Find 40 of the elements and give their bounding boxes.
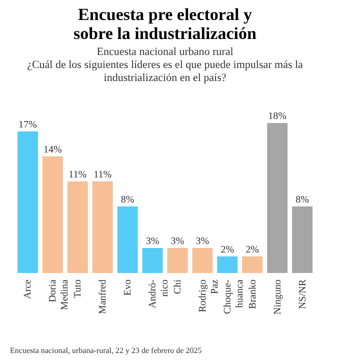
x-tick-label: Evo xyxy=(122,280,134,296)
bar xyxy=(117,206,138,273)
x-tick-label: Choque- huanca xyxy=(222,278,246,314)
data-label: 8% xyxy=(120,194,134,206)
bar xyxy=(242,256,263,273)
x-tick-label: NS/NR xyxy=(297,279,308,309)
chart-title: Encuesta pre electoral y sobre la industrialización xyxy=(74,5,257,43)
text: Encuesta nacional, urbana-rural, 22 y 23 de febrero de 2025 xyxy=(10,346,202,355)
data-label: 3% xyxy=(146,236,160,247)
data-label: 11% xyxy=(94,169,112,180)
bar xyxy=(217,256,238,273)
x-tick-label: Manfred xyxy=(98,280,109,314)
bar xyxy=(42,156,63,273)
x-tick-label: Branko xyxy=(247,280,258,309)
bar xyxy=(142,248,163,273)
text: ¿Cuál de los siguientes líderes es el que puede impulsar más la industrialización en el país? xyxy=(27,59,304,84)
bar xyxy=(92,181,113,273)
x-tick-label: Andró- nico xyxy=(148,280,171,308)
x-tick-label: Chi xyxy=(172,279,184,294)
bar xyxy=(267,123,288,273)
chart-subtitle: Encuesta nacional urbano rural xyxy=(96,46,234,58)
x-tick-label: Doria Medina xyxy=(48,278,71,310)
data-label: 3% xyxy=(170,236,184,247)
x-tick-label: Tuto xyxy=(72,280,84,298)
x-tick-label: Ninguno xyxy=(272,280,284,314)
x-tick-label: Rodrigo Paz xyxy=(197,278,220,312)
bar xyxy=(67,181,88,273)
data-label: 3% xyxy=(196,236,210,247)
data-label: 2% xyxy=(246,244,260,256)
bar xyxy=(292,206,313,273)
x-tick-label: Arce xyxy=(22,278,34,299)
bar xyxy=(192,248,213,273)
data-label: 11% xyxy=(68,169,87,180)
data-label: 2% xyxy=(220,244,234,256)
data-label: 18% xyxy=(268,111,286,122)
data-label: 14% xyxy=(44,144,62,156)
bar xyxy=(167,248,188,273)
bar xyxy=(17,131,38,273)
data-label: 17% xyxy=(18,119,37,130)
data-label: 8% xyxy=(296,194,309,206)
